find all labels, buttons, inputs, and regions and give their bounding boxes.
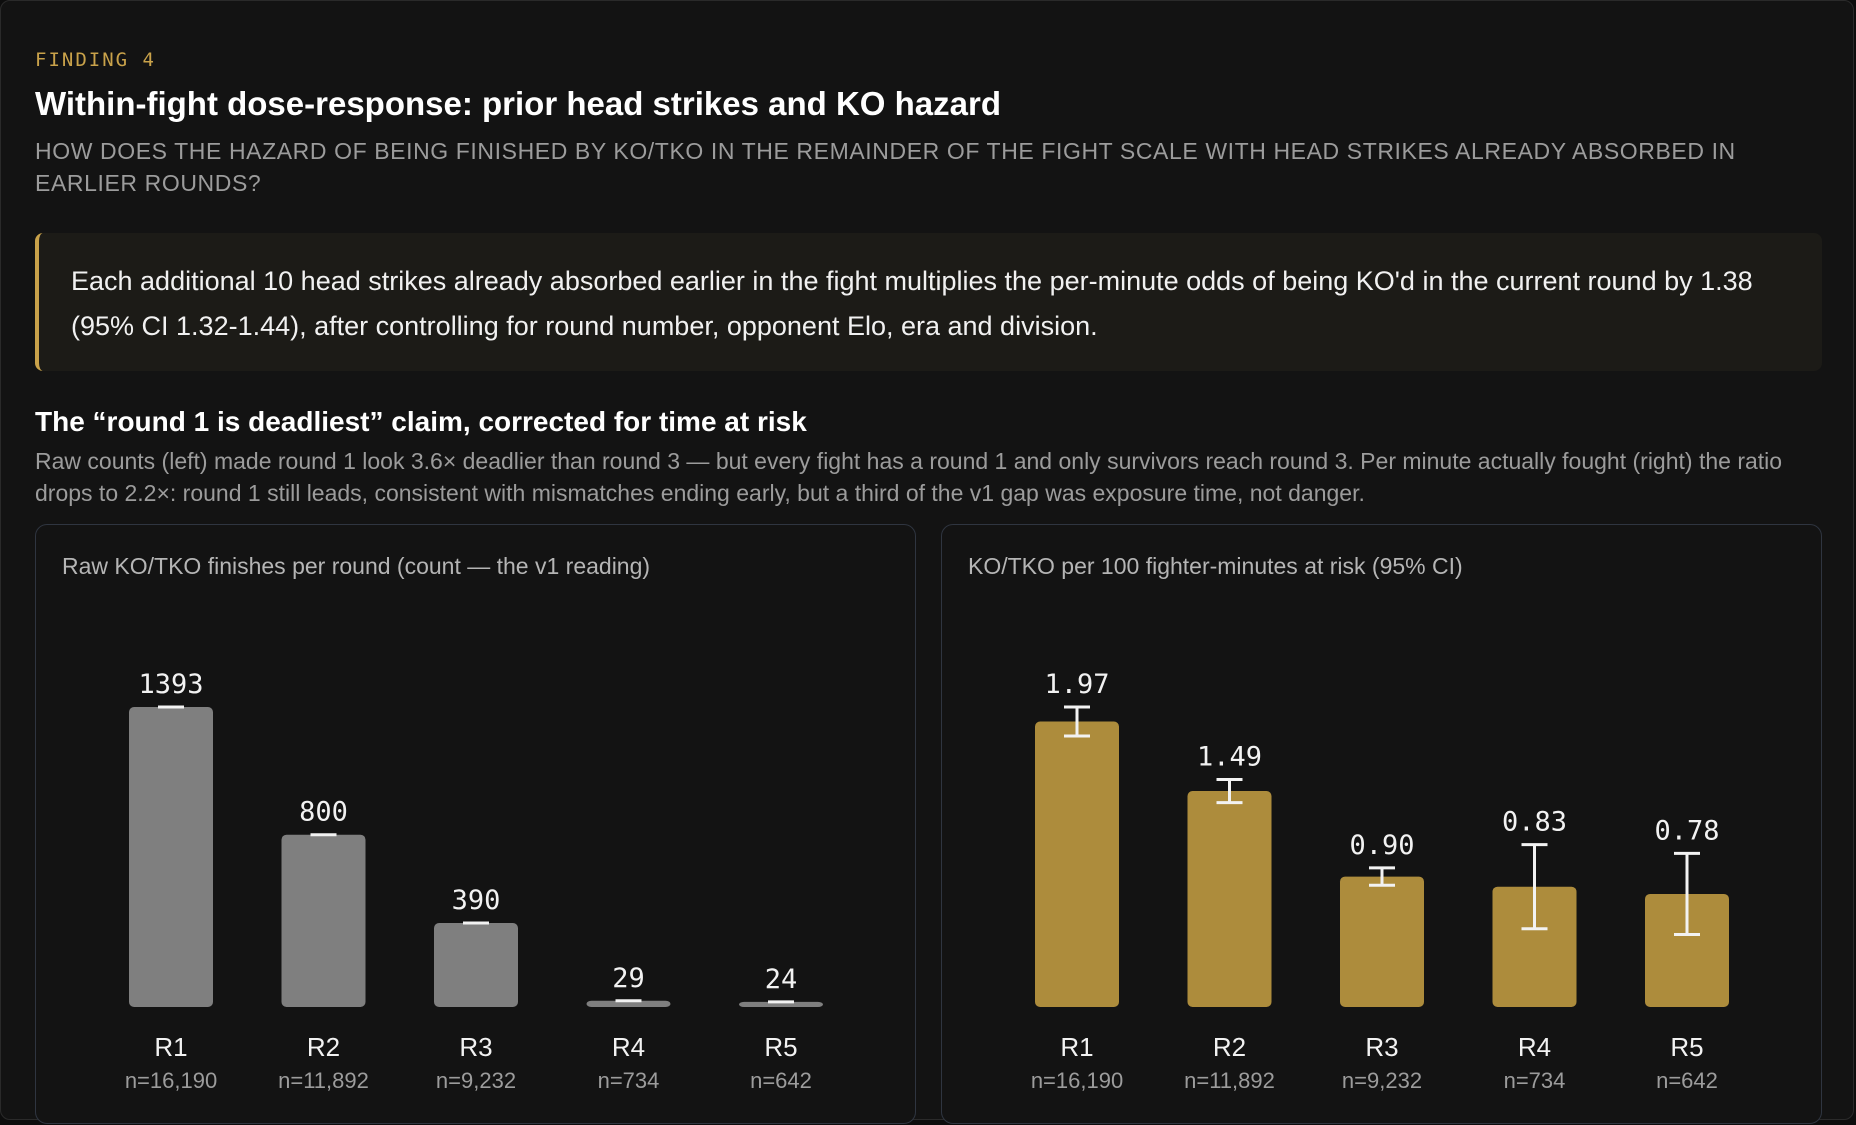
bar-r2 (281, 834, 366, 1007)
value-label-r5: 0.78 (1654, 815, 1719, 846)
finding-title: Within-fight dose-response: prior head s… (35, 85, 1001, 122)
value-label-r3: 390 (452, 885, 501, 916)
bar-r5 (1645, 893, 1729, 1007)
rate-chart-panel: KO/TKO per 100 fighter-minutes at risk (… (941, 524, 1822, 1124)
sample-size-label-r4: n=734 (1504, 1068, 1566, 1093)
category-label-r3: R3 (1365, 1032, 1398, 1062)
bar-r1 (129, 707, 213, 1007)
value-label-r4: 29 (612, 963, 645, 994)
category-label-r5: R5 (764, 1032, 797, 1062)
raw-count-chart-title: Raw KO/TKO finishes per round (count — t… (62, 553, 651, 579)
sample-size-label-r3: n=9,232 (1342, 1068, 1422, 1093)
bar-r2 (1187, 791, 1272, 1007)
finding-eyebrow: FINDING 4 (35, 49, 156, 71)
bar-r5 (739, 1001, 823, 1007)
category-label-r4: R4 (1518, 1032, 1551, 1062)
bar-r3 (434, 923, 518, 1007)
value-label-r1: 1.97 (1044, 669, 1109, 700)
value-label-r4: 0.83 (1502, 807, 1567, 838)
sample-size-label-r4: n=734 (598, 1068, 660, 1093)
section-title: The “round 1 is deadliest” claim, correc… (35, 406, 807, 437)
sample-size-label-r1: n=16,190 (125, 1068, 217, 1093)
sample-size-label-r1: n=16,190 (1031, 1068, 1123, 1093)
bar-r1 (1035, 721, 1119, 1007)
finding-subtitle: HOW DOES THE HAZARD OF BEING FINISHED BY… (35, 138, 1736, 196)
rate-chart-title: KO/TKO per 100 fighter-minutes at risk (… (968, 553, 1463, 579)
raw-count-chart-panel: Raw KO/TKO finishes per round (count — t… (35, 524, 916, 1124)
sample-size-label-r3: n=9,232 (436, 1068, 516, 1093)
sample-size-label-r2: n=11,892 (1184, 1068, 1275, 1093)
bar-r4 (1492, 886, 1577, 1007)
category-label-r2: R2 (1213, 1032, 1246, 1062)
category-label-r1: R1 (1060, 1032, 1093, 1062)
key-finding-callout: Each additional 10 head strikes already … (35, 233, 1822, 371)
category-label-r2: R2 (307, 1032, 340, 1062)
section-description: Raw counts (left) made round 1 look 3.6×… (35, 448, 1783, 506)
value-label-r5: 24 (765, 964, 798, 995)
bar-r4 (586, 1000, 671, 1007)
value-label-r1: 1393 (138, 669, 203, 700)
value-label-r2: 1.49 (1197, 741, 1262, 772)
sample-size-label-r2: n=11,892 (278, 1068, 369, 1093)
sample-size-label-r5: n=642 (750, 1068, 812, 1093)
rate-chart: 1.97 R1 n=16,190 1.49 R2 n=11,892 0.90 R3 n=9,23… (1031, 669, 1729, 1093)
category-label-r4: R4 (612, 1032, 645, 1062)
category-label-r1: R1 (154, 1032, 187, 1062)
bar-r3 (1340, 876, 1424, 1007)
raw-count-chart: 1393 R1 n=16,190 800 R2 n=11,892 390 R3 n=9,232 2… (125, 669, 823, 1093)
category-label-r5: R5 (1670, 1032, 1703, 1062)
sample-size-label-r5: n=642 (1656, 1068, 1718, 1093)
value-label-r3: 0.90 (1349, 830, 1414, 861)
value-label-r2: 800 (299, 797, 348, 828)
category-label-r3: R3 (459, 1032, 492, 1062)
